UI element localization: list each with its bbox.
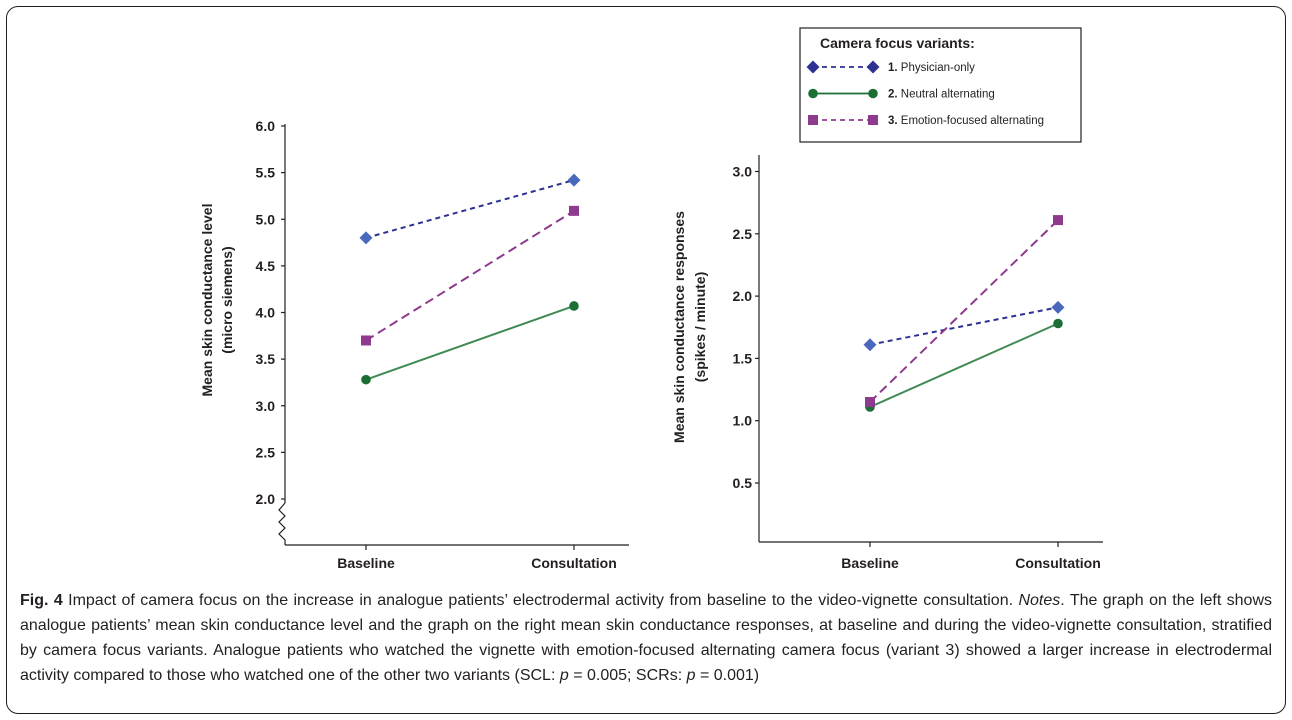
scr-x-category-label: Consultation xyxy=(1015,555,1101,571)
legend-marker-2-start xyxy=(808,88,818,99)
scl-y-axis-title: (micro siemens) xyxy=(219,246,235,353)
scl-y-tick-label: 2.5 xyxy=(256,444,276,460)
scr-series-line-3 xyxy=(869,219,1059,403)
scr-y-axis-title: (spikes / minute) xyxy=(692,272,708,382)
scl-series-line-1 xyxy=(365,179,575,239)
scl-series-1-point-consultation xyxy=(567,173,581,187)
scl-series-2-point-baseline xyxy=(361,374,371,385)
caption-p2-text: = 0.001) xyxy=(695,667,760,684)
legend-label-3: 3. Emotion-focused alternating xyxy=(888,115,1044,127)
scl-x-category-label: Consultation xyxy=(531,555,617,571)
figure-charts: 2.0 2.5 3.0 3.5 4.0 4.5 5.0 5.5 6.0 Baseline Consu… xyxy=(199,27,1103,571)
scr-series-line-1 xyxy=(869,306,1059,346)
scr-series-line-2 xyxy=(869,322,1059,408)
scl-series-line-2 xyxy=(365,305,575,381)
caption-title: Impact of camera focus on the increase i… xyxy=(62,592,1014,609)
scl-series-3-point-baseline xyxy=(361,335,371,346)
scr-y-tick-label: 2.5 xyxy=(733,226,753,242)
caption-p1-var: p xyxy=(559,667,569,684)
scr-series-3-point-baseline xyxy=(865,397,875,408)
legend-marker-2-end xyxy=(868,88,878,99)
scr-series-1-point-baseline xyxy=(863,338,877,352)
scl-series-1-point-baseline xyxy=(359,231,373,245)
scl-series-2-point-consultation xyxy=(569,301,579,311)
scl-series-line-3 xyxy=(365,210,575,342)
legend-box xyxy=(799,27,1082,143)
caption-fig-label: Fig. 4 xyxy=(20,592,63,609)
scl-y-tick-label: 4.0 xyxy=(256,305,276,321)
scl-y-tick-label: 3.5 xyxy=(256,351,276,367)
legend-label-2: 2. Neutral alternating xyxy=(888,89,995,101)
scl-series-3-point-consultation xyxy=(569,205,579,216)
chart-scl: 2.0 2.5 3.0 3.5 4.0 4.5 5.0 5.5 6.0 Baseline Consu… xyxy=(199,118,629,571)
figure-frame xyxy=(6,6,1286,714)
scl-y-tick-label: 5.5 xyxy=(256,165,276,181)
scr-y-axis-title: Mean skin conductance responses xyxy=(671,211,687,443)
scr-y-tick-label: 1.0 xyxy=(733,413,753,429)
legend-title: Camera focus variants: xyxy=(820,35,975,51)
caption-notes-label: Notes xyxy=(1018,592,1061,609)
caption-notes-text: . The graph on the left shows analogue p… xyxy=(20,592,1273,684)
scr-series-1-point-consultation xyxy=(1051,300,1065,314)
scr-y-tick-label: 2.0 xyxy=(733,288,753,304)
scr-series-2-point-consultation xyxy=(1053,318,1063,329)
legend-marker-3-start xyxy=(808,115,818,125)
legend: Camera focus variants: 1. Physician-only… xyxy=(799,27,1082,143)
legend-marker-1-end xyxy=(866,60,880,74)
chart-scr: 0.5 1.0 1.5 2.0 2.5 3.0 Baseline Consultation Me… xyxy=(671,155,1103,571)
figure-caption: Fig. 4 Impact of camera focus on the inc… xyxy=(20,588,1272,688)
scl-y-tick-label: 6.0 xyxy=(256,118,276,134)
scr-y-tick-label: 0.5 xyxy=(733,475,753,491)
caption-p2-var: p xyxy=(686,667,696,684)
scl-y-tick-label: 3.0 xyxy=(256,398,276,414)
scr-y-tick-label: 3.0 xyxy=(733,164,753,180)
scl-y-tick-label: 4.5 xyxy=(256,258,276,274)
scr-series-3-point-consultation xyxy=(1053,215,1063,226)
legend-marker-1-start xyxy=(806,60,820,74)
legend-label-1: 1. Physician-only xyxy=(888,62,975,74)
scl-y-axis-title: Mean skin conductance level xyxy=(199,204,215,397)
scr-y-tick-label: 1.5 xyxy=(733,350,753,366)
scr-x-category-label: Baseline xyxy=(841,555,899,571)
scl-y-tick-label: 5.0 xyxy=(256,211,276,227)
scl-y-tick-label: 2.0 xyxy=(256,491,276,507)
scl-x-category-label: Baseline xyxy=(337,555,395,571)
caption-p1-text: = 0.005; SCRs: xyxy=(568,667,687,684)
legend-marker-3-end xyxy=(868,115,878,125)
scl-axis-break xyxy=(278,502,286,545)
